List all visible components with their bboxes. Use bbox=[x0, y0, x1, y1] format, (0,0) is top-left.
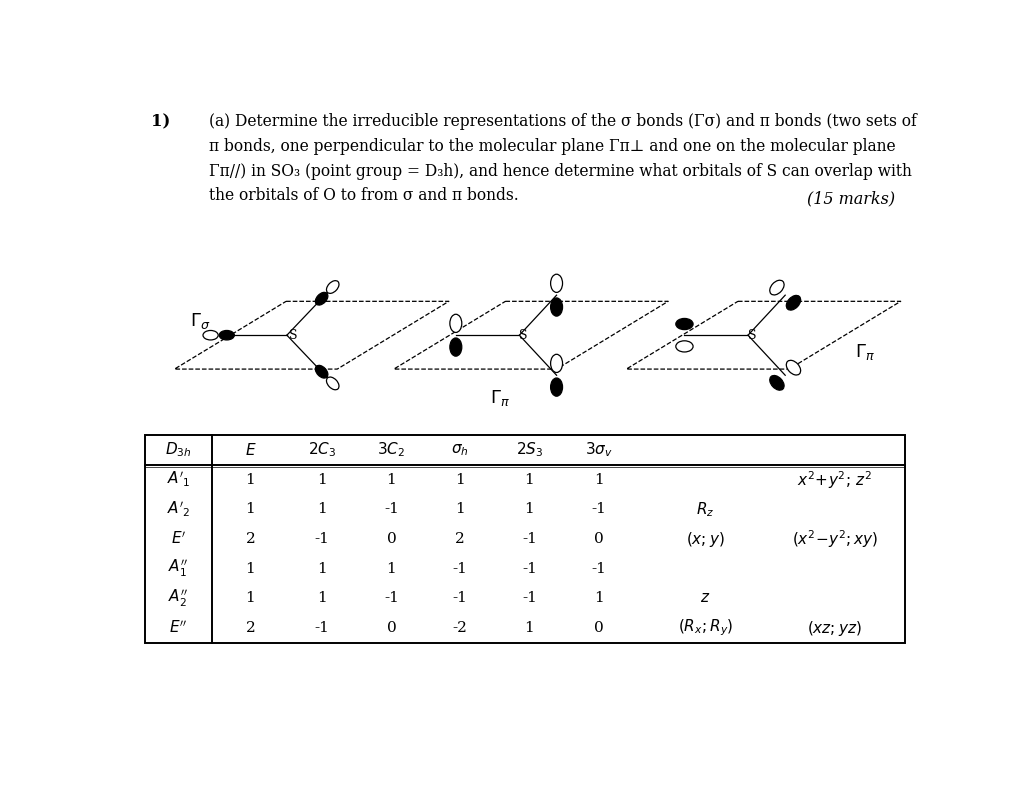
Ellipse shape bbox=[676, 319, 693, 330]
Text: S: S bbox=[748, 329, 756, 341]
Ellipse shape bbox=[551, 354, 562, 373]
Text: -2: -2 bbox=[453, 621, 467, 635]
Text: $A^{\prime\prime}_1$: $A^{\prime\prime}_1$ bbox=[168, 558, 188, 579]
Text: 0: 0 bbox=[387, 621, 396, 635]
Text: $E'$: $E'$ bbox=[171, 531, 186, 547]
Text: $\Gamma_\pi$: $\Gamma_\pi$ bbox=[490, 388, 510, 407]
Text: S: S bbox=[289, 329, 297, 341]
Text: $z$: $z$ bbox=[700, 591, 711, 605]
Text: 0: 0 bbox=[594, 621, 604, 635]
Ellipse shape bbox=[786, 295, 801, 310]
Ellipse shape bbox=[450, 314, 462, 333]
Text: 2: 2 bbox=[246, 532, 255, 546]
Text: $(x^2\!-\!y^2;xy)$: $(x^2\!-\!y^2;xy)$ bbox=[792, 528, 878, 550]
Text: $2S_3$: $2S_3$ bbox=[516, 441, 543, 459]
Text: (a) Determine the irreducible representations of the σ bonds (Γσ) and π bonds (t: (a) Determine the irreducible representa… bbox=[209, 114, 918, 130]
Text: 1: 1 bbox=[316, 502, 327, 517]
Text: -1: -1 bbox=[522, 562, 537, 575]
Text: $(xz;yz)$: $(xz;yz)$ bbox=[808, 619, 862, 637]
Ellipse shape bbox=[551, 298, 562, 316]
Text: $E^{\prime\prime}$: $E^{\prime\prime}$ bbox=[169, 619, 187, 637]
Text: $A'_2$: $A'_2$ bbox=[167, 500, 190, 519]
Text: 0: 0 bbox=[387, 532, 396, 546]
Ellipse shape bbox=[551, 378, 562, 396]
Text: 1: 1 bbox=[594, 473, 604, 487]
Text: Γπ//) in SO₃ (point group = D₃h), and hence determine what orbitals of S can ove: Γπ//) in SO₃ (point group = D₃h), and he… bbox=[209, 162, 912, 180]
Text: -1: -1 bbox=[314, 532, 329, 546]
Text: -1: -1 bbox=[522, 532, 537, 546]
Text: 1: 1 bbox=[316, 473, 327, 487]
Bar bbox=[145, 436, 904, 643]
Text: 1: 1 bbox=[594, 591, 604, 605]
Text: 1: 1 bbox=[524, 621, 535, 635]
Text: -1: -1 bbox=[592, 502, 606, 517]
Text: $x^2\!+\!y^2;\,z^2$: $x^2\!+\!y^2;\,z^2$ bbox=[798, 469, 872, 491]
Text: the orbitals of O to from σ and π bonds.: the orbitals of O to from σ and π bonds. bbox=[209, 188, 519, 204]
Text: 1: 1 bbox=[524, 473, 535, 487]
Ellipse shape bbox=[786, 360, 801, 375]
Text: $\Gamma_\sigma$: $\Gamma_\sigma$ bbox=[190, 312, 211, 331]
Text: $(x;y)$: $(x;y)$ bbox=[686, 530, 725, 549]
Text: 1: 1 bbox=[316, 562, 327, 575]
Text: $\sigma_h$: $\sigma_h$ bbox=[451, 442, 469, 458]
Text: S: S bbox=[519, 329, 527, 341]
Ellipse shape bbox=[203, 330, 218, 340]
Text: -1: -1 bbox=[453, 562, 467, 575]
Text: 1: 1 bbox=[455, 473, 465, 487]
Text: 1: 1 bbox=[246, 502, 255, 517]
Text: $2C_3$: $2C_3$ bbox=[307, 441, 336, 459]
Text: -1: -1 bbox=[453, 591, 467, 605]
Text: -1: -1 bbox=[314, 621, 329, 635]
Text: 1: 1 bbox=[246, 562, 255, 575]
Ellipse shape bbox=[770, 375, 784, 390]
Ellipse shape bbox=[327, 377, 339, 390]
Text: -1: -1 bbox=[522, 591, 537, 605]
Text: $3\sigma_v$: $3\sigma_v$ bbox=[586, 441, 613, 459]
Text: 1: 1 bbox=[524, 502, 535, 517]
Text: $D_{3h}$: $D_{3h}$ bbox=[165, 441, 191, 459]
Text: 2: 2 bbox=[246, 621, 255, 635]
Text: 1: 1 bbox=[246, 591, 255, 605]
Text: $A^{\prime\prime}_2$: $A^{\prime\prime}_2$ bbox=[168, 588, 188, 609]
Text: 1): 1) bbox=[152, 114, 171, 130]
Text: $R_z$: $R_z$ bbox=[696, 500, 715, 519]
Ellipse shape bbox=[676, 341, 693, 352]
Text: 1: 1 bbox=[316, 591, 327, 605]
Text: $3C_2$: $3C_2$ bbox=[378, 441, 406, 459]
Text: 1: 1 bbox=[246, 473, 255, 487]
Ellipse shape bbox=[770, 280, 784, 295]
Text: 1: 1 bbox=[387, 562, 396, 575]
Text: $E$: $E$ bbox=[245, 442, 256, 458]
Text: 2: 2 bbox=[455, 532, 465, 546]
Text: 0: 0 bbox=[594, 532, 604, 546]
Text: -1: -1 bbox=[592, 562, 606, 575]
Text: -1: -1 bbox=[384, 502, 399, 517]
Ellipse shape bbox=[327, 281, 339, 294]
Ellipse shape bbox=[551, 274, 562, 292]
Text: 1: 1 bbox=[455, 502, 465, 517]
Text: $A'_1$: $A'_1$ bbox=[167, 470, 190, 489]
Ellipse shape bbox=[315, 292, 328, 305]
Text: 1: 1 bbox=[387, 473, 396, 487]
Text: $(R_x;R_y)$: $(R_x;R_y)$ bbox=[678, 618, 733, 638]
Ellipse shape bbox=[219, 330, 234, 340]
Ellipse shape bbox=[315, 365, 328, 378]
Ellipse shape bbox=[450, 338, 462, 356]
Text: (15 marks): (15 marks) bbox=[807, 191, 895, 207]
Text: π bonds, one perpendicular to the molecular plane Γπ⊥ and one on the molecular p: π bonds, one perpendicular to the molecu… bbox=[209, 138, 896, 155]
Text: -1: -1 bbox=[384, 591, 399, 605]
Text: $\Gamma_\pi$: $\Gamma_\pi$ bbox=[855, 342, 874, 362]
